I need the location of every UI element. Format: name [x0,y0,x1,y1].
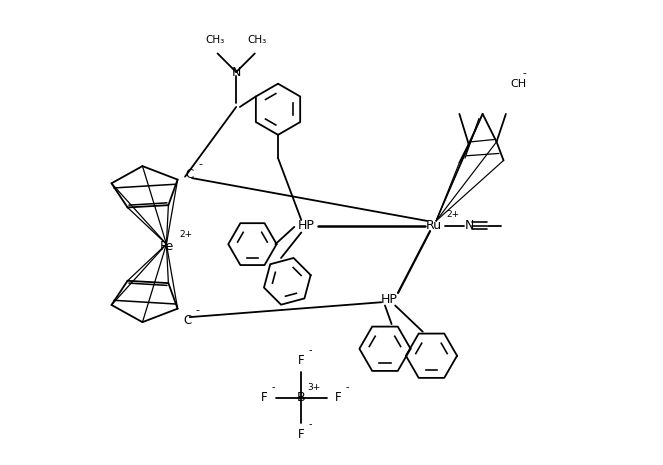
Text: N: N [231,66,241,79]
Text: C: C [186,168,194,181]
Text: N: N [465,219,474,232]
Text: 2+: 2+ [446,210,459,219]
Text: -: - [196,305,200,315]
Text: -: - [309,345,312,355]
Text: -: - [309,419,312,429]
Text: -: - [198,159,202,169]
Text: B: B [297,391,306,404]
Text: CH: CH [511,79,526,89]
Text: HP: HP [381,293,398,306]
Text: Fe: Fe [160,240,174,253]
Text: C: C [183,314,192,327]
Text: F: F [261,391,267,404]
Text: -: - [272,382,275,392]
Text: -: - [522,68,526,78]
Text: F: F [298,354,304,367]
Text: 2+: 2+ [180,230,192,239]
Text: HP: HP [298,219,314,232]
Text: CH₃: CH₃ [206,35,225,45]
Text: -: - [346,382,349,392]
Text: 3+: 3+ [308,383,321,392]
Text: Ru: Ru [426,219,442,232]
Text: F: F [335,391,342,404]
Text: CH₃: CH₃ [247,35,267,45]
Text: F: F [298,428,304,441]
